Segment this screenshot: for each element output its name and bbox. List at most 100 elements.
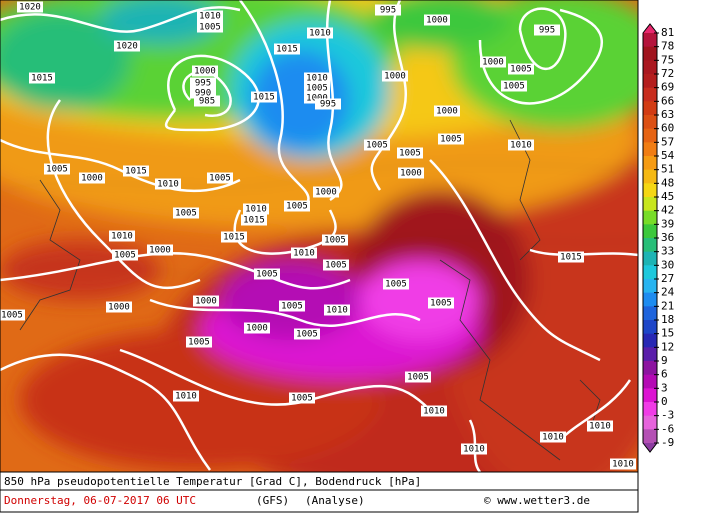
- colorbar-label: 27: [661, 272, 674, 285]
- isobar-label-box: [207, 172, 233, 184]
- isobar-label-box: [0, 309, 25, 321]
- isobar-label: 1005: [175, 209, 197, 219]
- isobar-label: 1000: [149, 246, 171, 256]
- isobar-label: 1005: [407, 373, 429, 383]
- colorbar-label: 18: [661, 313, 674, 326]
- isobar-label-box: [508, 63, 534, 75]
- isobar-label-box: [155, 178, 181, 190]
- isobar-label-box: [428, 297, 454, 309]
- isobar-label-box: [44, 163, 70, 175]
- colorbar-segment: [643, 251, 657, 266]
- isobar-label: 1005: [366, 141, 388, 151]
- colorbar-segment: [643, 292, 657, 307]
- isobar-label-box: [508, 139, 534, 151]
- colorbar-label: 15: [661, 327, 674, 340]
- isobar-label: 1010: [245, 205, 267, 215]
- isobar-label: 1005: [1, 311, 23, 321]
- isobar-label: 1015: [223, 233, 245, 243]
- isobar-label: 990: [195, 89, 211, 99]
- isobar-label-box: [254, 268, 280, 280]
- isobar-label-box: [241, 214, 267, 226]
- isobar-label-box: [421, 405, 447, 417]
- isobar-label: 1015: [243, 216, 265, 226]
- isobar-label: 1005: [46, 165, 68, 175]
- colorbar-segment: [643, 388, 657, 403]
- colorbar-segment: [643, 156, 657, 171]
- colorbar-segment: [643, 265, 657, 280]
- isobar-label: 1000: [108, 303, 130, 313]
- isobar-label-box: [221, 231, 247, 243]
- footer-date: Donnerstag, 06-07-2017 06 UTC: [4, 494, 196, 507]
- colorbar-label: 33: [661, 245, 674, 258]
- isobar-label: 1005: [440, 135, 462, 145]
- isobar-label: 1000: [246, 324, 268, 334]
- colorbar-label: 57: [661, 135, 674, 148]
- colorbar-segment: [643, 306, 657, 321]
- isobar-label-box: [610, 458, 636, 470]
- colorbar-label: 48: [661, 176, 674, 189]
- isobar-label: 1000: [81, 174, 103, 184]
- isobar-label-box: [173, 390, 199, 402]
- isobar-label: 1010: [510, 141, 532, 151]
- isobar-label-box: [106, 301, 132, 313]
- colorbar-label: 66: [661, 94, 674, 107]
- isobar-label: 1005: [114, 251, 136, 261]
- isobar-label: 1000: [482, 58, 504, 68]
- isobar-label: 1000: [436, 107, 458, 117]
- isobar-label: 1005: [199, 23, 221, 33]
- isobar-label-box: [587, 420, 613, 432]
- isobar-label-box: [274, 43, 300, 55]
- isobar-label: 1010: [423, 407, 445, 417]
- isobar-label: 1000: [426, 16, 448, 26]
- colorbar-label: 9: [661, 354, 668, 367]
- colorbar-segment: [643, 87, 657, 102]
- colorbar-segment: [643, 333, 657, 348]
- colorbar-segment: [643, 128, 657, 143]
- colorbar-label: 60: [661, 122, 674, 135]
- isobar-label-box: [79, 172, 105, 184]
- colorbar-segment: [643, 142, 657, 157]
- isobar-label-box: [324, 304, 350, 316]
- isobar-label-box: [244, 322, 270, 334]
- isobar-label-box: [540, 431, 566, 443]
- isobar-label: 1010: [175, 392, 197, 402]
- isobar-label: 1010: [293, 249, 315, 259]
- colorbar-segment: [643, 197, 657, 212]
- isobar-label-box: [501, 80, 527, 92]
- isobar-label: 1005: [291, 394, 313, 404]
- isobar-label: 995: [195, 79, 211, 89]
- colorbar-label: 6: [661, 368, 668, 381]
- footer-run: (Analyse): [305, 494, 365, 507]
- isobar-label: 1020: [19, 3, 41, 13]
- isobar-label: 1010: [157, 180, 179, 190]
- colorbar-label: 21: [661, 299, 674, 312]
- isobar-label-box: [193, 295, 219, 307]
- isobar-label-box: [29, 72, 55, 84]
- colorbar-segment: [643, 320, 657, 335]
- isobar-label-box: [383, 278, 409, 290]
- colorbar-label: 24: [661, 286, 675, 299]
- colorbar-label: 12: [661, 340, 674, 353]
- isobar-label-box: [315, 98, 341, 110]
- isobar-label-box: [112, 249, 138, 261]
- isobar-label: 1005: [510, 65, 532, 75]
- colorbar-label: 36: [661, 231, 674, 244]
- isobar-label-box: [434, 105, 460, 117]
- isobar-label: 1010: [309, 29, 331, 39]
- isobar-label-box: [294, 328, 320, 340]
- isobar-label-box: [480, 56, 506, 68]
- colorbar-label: 42: [661, 204, 674, 217]
- isobar-label-box: [323, 259, 349, 271]
- colorbar-segment: [643, 415, 657, 430]
- isobar-label: 995: [539, 26, 555, 36]
- isobar-label-box: [289, 392, 315, 404]
- isobar-label: 1010: [326, 306, 348, 316]
- isobar-label: 1015: [276, 45, 298, 55]
- colorbar-label: 0: [661, 395, 668, 408]
- isobar-label-box: [192, 65, 218, 77]
- isobar-label: 1005: [306, 84, 328, 94]
- colorbar-label: 75: [661, 53, 674, 66]
- isobar-label-box: [109, 230, 135, 242]
- isobar-label-box: [397, 147, 423, 159]
- isobar-label-box: [291, 247, 317, 259]
